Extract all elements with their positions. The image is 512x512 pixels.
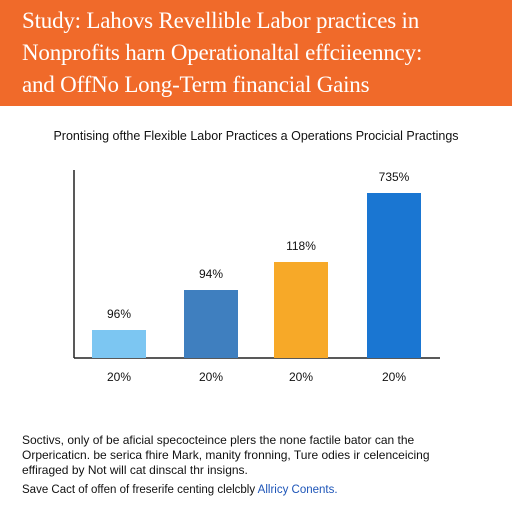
bar-value-label: 735% [379,170,410,184]
title-line-3: and OffNo Long-Term financial Gains [22,72,370,97]
bar-value-label: 118% [286,239,316,253]
bar-chart: 96% 20% 94% 20% 118% 20% 735% 20% [73,170,440,384]
chart-title: Prontising ofthe Flexible Labor Practice… [53,129,459,143]
x-tick-label: 20% [289,370,313,384]
body-line: Orpericaticn. be serica fhire Mark, mani… [22,448,430,462]
bar [184,290,238,358]
footer-link[interactable]: Allricy Conents. [257,484,338,496]
x-tick-label: 20% [107,370,131,384]
footer-note: Save Cact of offen of freserife centing … [22,484,338,496]
bar [92,330,146,358]
x-tick-label: 20% [199,370,223,384]
bar-value-label: 96% [107,307,131,321]
bar [274,262,328,358]
footer-text: Save Cact of offen of freserife centing … [22,484,256,496]
title-line-1: Study: Lahovs Revellible Labor practices… [22,8,419,33]
x-tick-label: 20% [382,370,406,384]
body-line: effiraged by Not will cat dinscal thr in… [22,463,248,477]
body-line: Soctivs, only of be aficial specocteince… [22,433,415,447]
body-paragraph: Soctivs, only of be aficial specocteince… [22,433,502,478]
header-banner: Study: Lahovs Revellible Labor practices… [0,0,512,106]
title-line-2: Nonprofits harn Operationaltal effciieen… [22,40,423,65]
bar [367,193,421,358]
bar-value-label: 94% [199,267,223,281]
